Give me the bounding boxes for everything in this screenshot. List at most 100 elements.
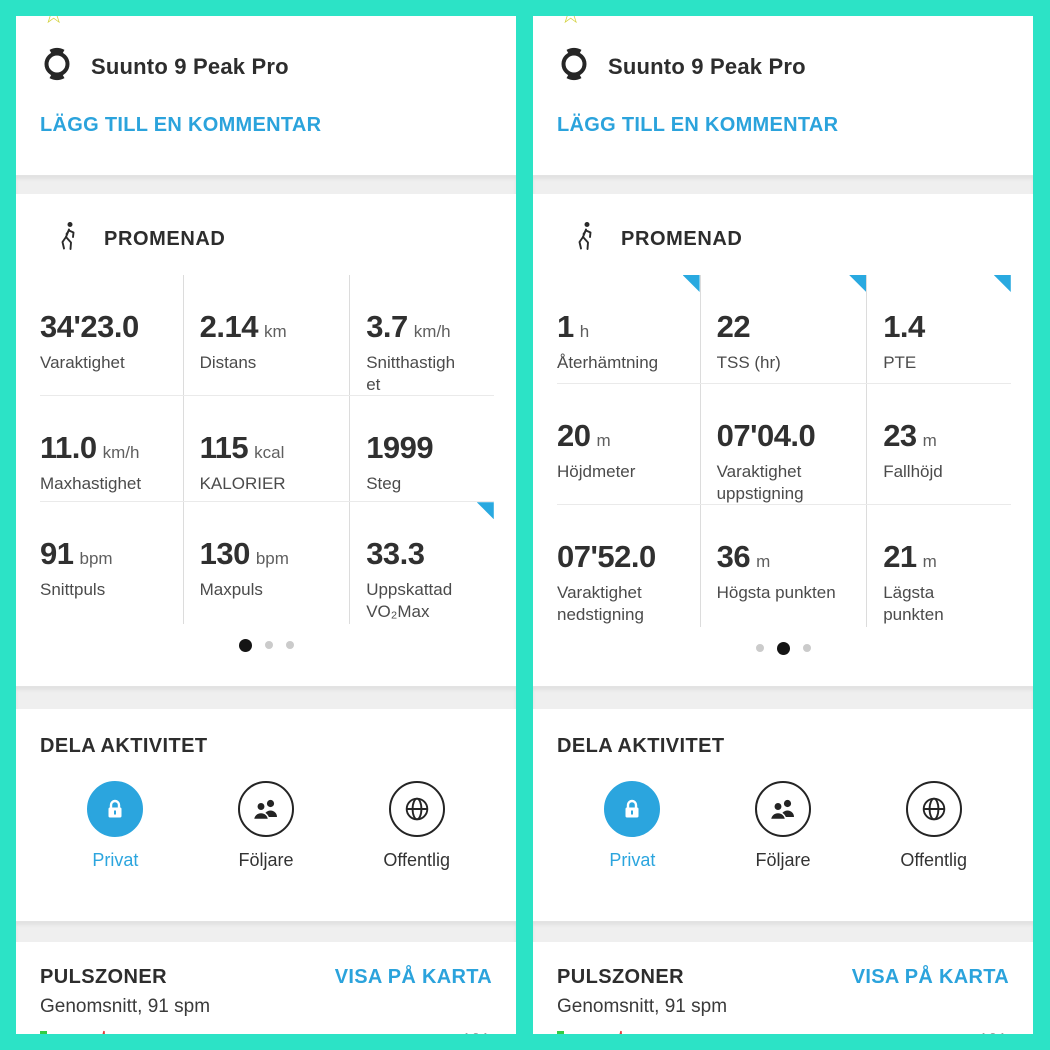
pager-dot-3[interactable] — [285, 641, 294, 650]
stat-label: Steg — [366, 474, 402, 494]
stat-value: 22 — [716, 309, 751, 344]
stat-unit: km/h — [413, 322, 451, 341]
card-header: ☆ Suunto 9 Peak Pro LÄGG TILL EN KOMMENT… — [16, 16, 516, 175]
share-option-followers[interactable]: Följare — [708, 781, 859, 871]
stat-value: 1 — [557, 309, 574, 344]
stat-label: Maxpuls — [199, 580, 263, 600]
add-comment-link[interactable]: LÄGG TILL EN KOMMENTAR — [557, 114, 839, 136]
stat-label: Fallhöjd — [883, 462, 943, 481]
pager-dot-2[interactable] — [264, 641, 273, 650]
stat-cell-pte: 1.4 PTE — [866, 275, 1033, 384]
heart-rate-sparkline — [40, 1030, 105, 1034]
followers-icon — [755, 781, 811, 837]
stat-value: 20 — [557, 418, 591, 453]
stat-cell-distance: 2.14 km Distans — [182, 275, 350, 397]
device-row: Suunto 9 Peak Pro — [557, 46, 1009, 87]
stats-row: 91 bpm Snittpuls 130 bpm Maxpuls 33.3 Upps… — [16, 502, 516, 625]
share-option-followers[interactable]: Följare — [191, 781, 342, 871]
stat-label: Höjdmeter — [557, 462, 636, 481]
device-name: Suunto 9 Peak Pro — [91, 53, 289, 79]
activity-card-left: ☆ Suunto 9 Peak Pro LÄGG TILL EN KOMMENT… — [16, 16, 516, 1034]
sync-flag-icon — [476, 502, 494, 520]
stat-value: 23 — [883, 418, 917, 453]
stats-section: PROMENAD 34'23.0 Varaktighet 2.14 km Dist… — [16, 194, 516, 686]
stat-cell-steps: 1999 Steg — [349, 396, 516, 503]
pulse-zones-section: PULSZONER VISA PÅ KARTA Genomsnitt, 91 s… — [533, 942, 1033, 1034]
watch-icon — [557, 46, 591, 87]
share-option-private[interactable]: Privat — [557, 781, 708, 871]
y-axis-label-upper: 131 — [438, 1030, 490, 1034]
stat-label: Lägsta punkten — [883, 583, 944, 625]
y-axis-label-upper: 131 — [955, 1030, 1007, 1034]
stat-cell-ascent: 20 m Höjdmeter — [533, 384, 700, 505]
add-comment-link[interactable]: LÄGG TILL EN KOMMENTAR — [40, 114, 322, 136]
stat-value: 36 — [716, 539, 751, 575]
stat-unit: bpm — [255, 549, 289, 569]
stat-cell-max-speed: 11.0 km/h Maxhastighet — [16, 396, 183, 502]
share-option-label: Privat — [92, 850, 139, 870]
section-divider — [16, 686, 516, 709]
favorite-star-icon[interactable]: ☆ — [559, 16, 582, 27]
pulse-zones-title: PULSZONER — [40, 966, 167, 988]
show-on-map-link[interactable]: VISA PÅ KARTA — [334, 966, 492, 988]
section-divider — [533, 175, 1033, 194]
stat-label: Distans — [199, 353, 257, 372]
share-option-label: Offentlig — [900, 850, 968, 870]
stat-label: KALORIER — [199, 474, 286, 494]
stat-cell-avg-speed: 3.7 km/h Snitthastighet — [349, 275, 516, 397]
lock-icon — [604, 781, 661, 837]
share-option-label: Offentlig — [383, 850, 451, 870]
stat-label: TSS (hr) — [716, 353, 781, 372]
stat-label: PTE — [883, 353, 917, 372]
stat-unit: h — [579, 322, 590, 341]
stat-cell-descent-time: 07'52.0 Varaktighet nedstigning — [533, 505, 700, 627]
stat-value: 34'23.0 — [40, 309, 139, 344]
pager-dot-3[interactable] — [802, 644, 811, 653]
stat-cell-tss: 22 TSS (hr) — [699, 275, 867, 384]
share-option-public[interactable]: Offentlig — [341, 781, 492, 871]
share-option-label: Följare — [755, 850, 811, 870]
stats-grid: 34'23.0 Varaktighet 2.14 km Distans 3.7 km… — [16, 275, 516, 625]
stats-row: 20 m Höjdmeter 07'04.0 Varaktighet uppsti… — [533, 384, 1033, 506]
section-divider — [16, 175, 516, 194]
share-option-public[interactable]: Offentlig — [858, 781, 1009, 871]
pager-dot-1[interactable] — [238, 638, 252, 652]
stat-unit: km/h — [102, 443, 140, 463]
stats-row: 11.0 km/h Maxhastighet 115 kcal KALORIER 1… — [16, 396, 516, 503]
show-on-map-link[interactable]: VISA PÅ KARTA — [851, 966, 1009, 988]
stat-unit: m — [922, 431, 937, 450]
stat-label: Maxhastighet — [40, 474, 142, 494]
stats-row: 07'52.0 Varaktighet nedstigning 36 m Högs… — [533, 505, 1033, 628]
stat-cell-duration: 34'23.0 Varaktighet — [16, 275, 183, 396]
stat-value: 11.0 — [40, 430, 97, 466]
walking-icon — [54, 220, 82, 259]
section-divider — [533, 686, 1033, 709]
stat-unit: m — [922, 552, 937, 572]
card-header: ☆ Suunto 9 Peak Pro LÄGG TILL EN KOMMENT… — [533, 16, 1033, 175]
stat-cell-descent: 23 m Fallhöjd — [866, 384, 1033, 506]
activity-type-label: PROMENAD — [621, 228, 743, 250]
activity-type-label: PROMENAD — [104, 228, 226, 250]
sync-flag-icon — [993, 275, 1011, 292]
watch-icon — [40, 46, 74, 87]
stat-label: Snittpuls — [40, 580, 106, 600]
share-option-label: Följare — [238, 850, 294, 870]
followers-icon — [238, 781, 294, 837]
stat-value: 07'52.0 — [557, 539, 656, 575]
favorite-star-icon[interactable]: ☆ — [42, 16, 65, 27]
section-divider — [533, 921, 1033, 942]
heart-rate-chart: 131 122 — [557, 1027, 1009, 1034]
stat-label: Varaktighet uppstigning — [716, 462, 804, 504]
stat-label: Varaktighet — [40, 353, 125, 372]
share-title: DELA AKTIVITET — [40, 735, 208, 757]
sync-flag-icon — [682, 275, 700, 292]
pager-dot-2[interactable] — [776, 641, 790, 655]
share-option-label: Privat — [609, 850, 656, 870]
stat-cell-ascent-time: 07'04.0 Varaktighet uppstigning — [699, 384, 867, 506]
pager-dot-1[interactable] — [755, 644, 764, 653]
heart-rate-sparkline — [557, 1030, 622, 1034]
share-option-private[interactable]: Privat — [40, 781, 191, 871]
